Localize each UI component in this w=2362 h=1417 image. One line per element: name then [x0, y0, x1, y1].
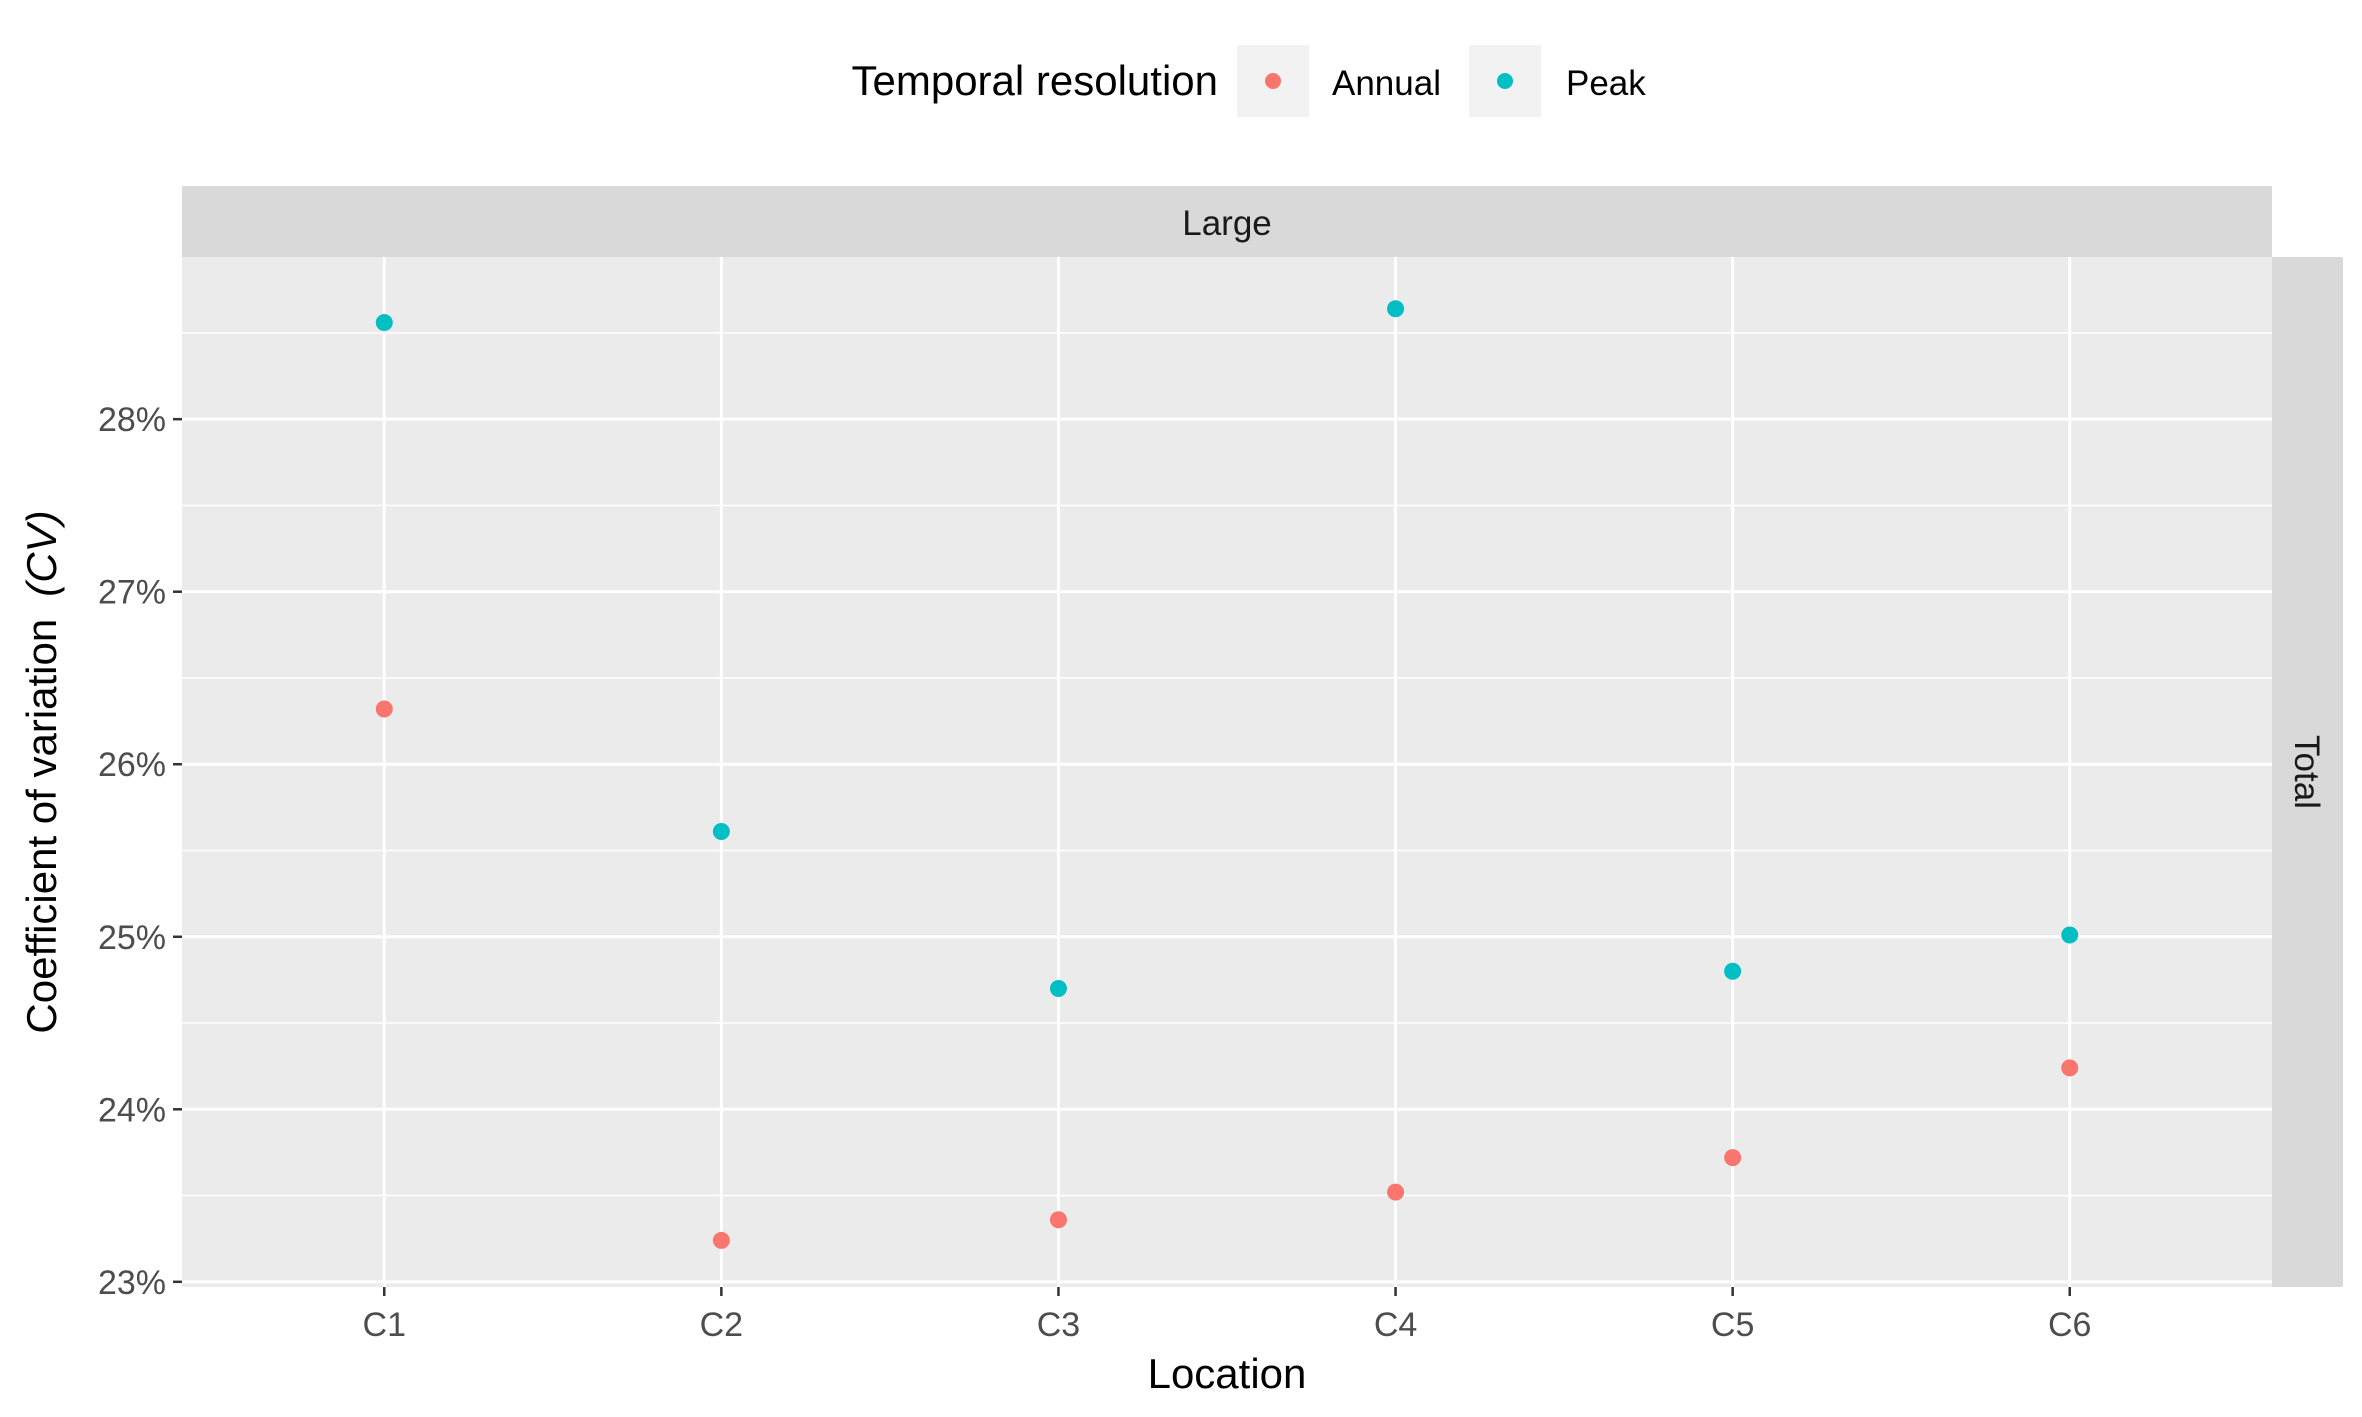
point-annual-c4	[1387, 1183, 1405, 1201]
legend-label-peak: Peak	[1566, 64, 1646, 103]
x-tick-label: C2	[700, 1306, 743, 1344]
x-tick-label: C1	[363, 1306, 406, 1344]
x-tick-label: C3	[1037, 1306, 1080, 1344]
point-peak-c6	[2061, 926, 2079, 944]
x-tick-label: C6	[2048, 1306, 2091, 1344]
x-tick-label: C4	[1374, 1306, 1417, 1344]
y-axis: 23% 24% 25% 26% 27% 28%	[98, 401, 182, 1302]
legend-marker-peak	[1497, 73, 1513, 89]
legend-marker-annual	[1265, 73, 1281, 89]
point-annual-c2	[712, 1231, 730, 1249]
grid	[182, 257, 2272, 1287]
y-tick-label: 25%	[98, 919, 166, 957]
facet-strip-top	[182, 186, 2272, 257]
facet-label-right: Total	[2287, 735, 2326, 809]
x-axis-title: Location	[1148, 1350, 1307, 1397]
y-tick-label: 27%	[98, 574, 166, 612]
point-peak-c1	[375, 314, 393, 332]
y-tick-label: 24%	[98, 1091, 166, 1129]
y-axis-title-italic: (CV)	[18, 510, 65, 596]
point-peak-c5	[1724, 962, 1742, 980]
point-annual-c5	[1724, 1149, 1742, 1167]
x-axis: C1 C2 C3 C4 C5 C6	[363, 1287, 2091, 1344]
point-annual-c3	[1049, 1211, 1067, 1229]
point-peak-c2	[712, 823, 730, 841]
y-tick-label: 28%	[98, 401, 166, 439]
y-tick-label: 23%	[98, 1264, 166, 1302]
y-tick-label: 26%	[98, 746, 166, 784]
point-peak-c4	[1387, 300, 1405, 318]
point-annual-c6	[2061, 1059, 2079, 1077]
data-points	[375, 300, 2079, 1249]
facet-strip-right	[2272, 257, 2343, 1287]
legend-label-annual: Annual	[1332, 64, 1441, 103]
y-axis-title: Coefficient of variation (CV)	[18, 510, 65, 1033]
legend: Temporal resolution Annual Peak	[851, 45, 1646, 117]
y-axis-title-main: Coefficient of variation	[18, 619, 65, 1034]
point-peak-c3	[1049, 980, 1067, 998]
plot-panel	[182, 257, 2272, 1287]
legend-title: Temporal resolution	[851, 57, 1218, 104]
x-tick-label: C5	[1711, 1306, 1754, 1344]
point-annual-c1	[375, 700, 393, 718]
facet-label-top: Large	[1182, 204, 1272, 243]
